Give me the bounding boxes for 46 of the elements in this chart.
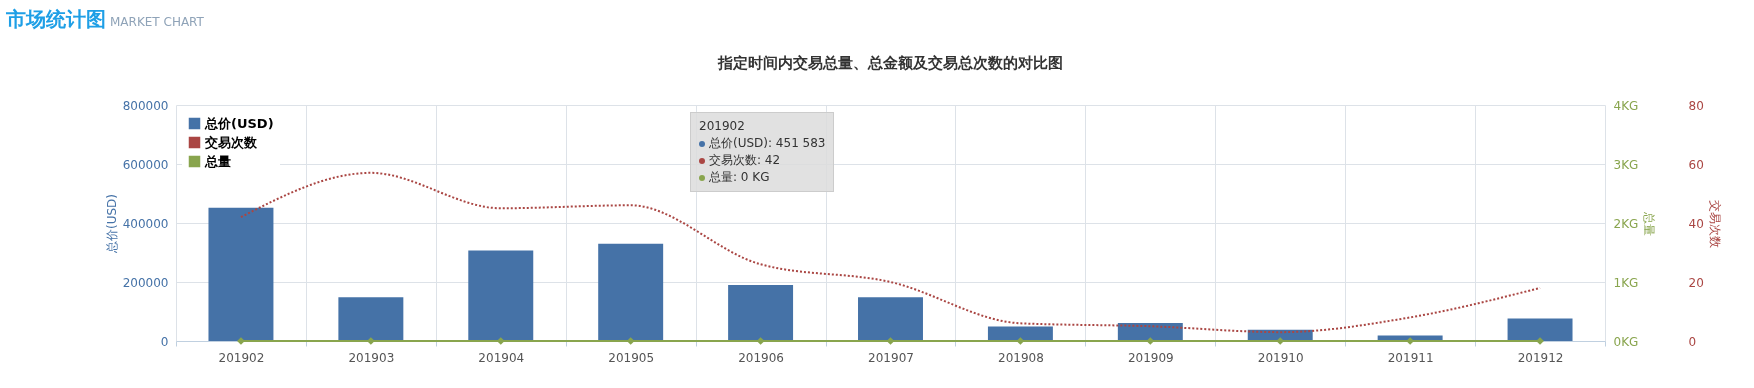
y-tick-label: 0 bbox=[160, 334, 169, 349]
bar bbox=[598, 243, 664, 341]
legend-label: 总价(USD) bbox=[204, 115, 274, 131]
y-tick-label: 800000 bbox=[122, 98, 169, 113]
y3-tick-label: 0 bbox=[1688, 334, 1697, 349]
y3-tick-label: 20 bbox=[1688, 275, 1704, 290]
y2-tick-label: 2KG bbox=[1613, 216, 1639, 231]
bar bbox=[468, 250, 534, 341]
y2-tick-label: 3KG bbox=[1613, 157, 1639, 172]
annotation: 201902 bbox=[699, 118, 746, 135]
x-tick-label: 201905 bbox=[608, 350, 655, 365]
y3-tick-label: 60 bbox=[1688, 157, 1704, 172]
text: MARKET CHART bbox=[110, 15, 204, 29]
y2-tick-label: 4KG bbox=[1613, 98, 1639, 113]
bar bbox=[858, 297, 923, 341]
x-tick-label: 201909 bbox=[1127, 350, 1174, 365]
x-tick-label: 201902 bbox=[218, 350, 265, 365]
legend-label: 交易次数 bbox=[204, 134, 258, 150]
y2-tick-label: 1KG bbox=[1613, 275, 1639, 290]
chart-title: 指定时间内交易总量、总金额及交易总次数的对比图 bbox=[717, 54, 1063, 72]
x-tick-label: 201911 bbox=[1387, 350, 1434, 365]
x-tick-label: 201907 bbox=[868, 350, 914, 365]
x-tick-label: 201910 bbox=[1257, 350, 1304, 365]
bar bbox=[1507, 318, 1573, 341]
annotation: 总价(USD): 451 583 bbox=[708, 135, 826, 152]
y-axis-title: 总价(USD) bbox=[104, 193, 119, 255]
y3-axis-title: 交易次数 bbox=[1707, 199, 1722, 248]
x-tick-label: 201906 bbox=[738, 350, 784, 365]
x-tick-label: 201908 bbox=[998, 350, 1044, 365]
x-tick-label: 201903 bbox=[348, 350, 395, 365]
x-tick-label: 201912 bbox=[1517, 350, 1564, 365]
y2-axis-title: 总量 bbox=[1642, 210, 1657, 236]
x-tick-label: 201904 bbox=[478, 350, 525, 365]
legend-label: 总量 bbox=[204, 153, 231, 169]
y3-tick-label: 40 bbox=[1688, 216, 1704, 231]
y-tick-label: 200000 bbox=[122, 275, 169, 290]
y3-tick-label: 80 bbox=[1688, 98, 1704, 113]
y2-tick-label: 0KG bbox=[1613, 334, 1639, 349]
annotation: 总量: 0 KG bbox=[708, 169, 771, 186]
bar bbox=[208, 207, 274, 341]
y-tick-label: 600000 bbox=[122, 157, 169, 172]
bar bbox=[728, 284, 794, 341]
bar bbox=[338, 297, 404, 341]
annotation: 交易次数: 42 bbox=[708, 152, 782, 169]
text: 市场统计图 bbox=[6, 7, 106, 31]
y-tick-label: 400000 bbox=[122, 216, 169, 231]
